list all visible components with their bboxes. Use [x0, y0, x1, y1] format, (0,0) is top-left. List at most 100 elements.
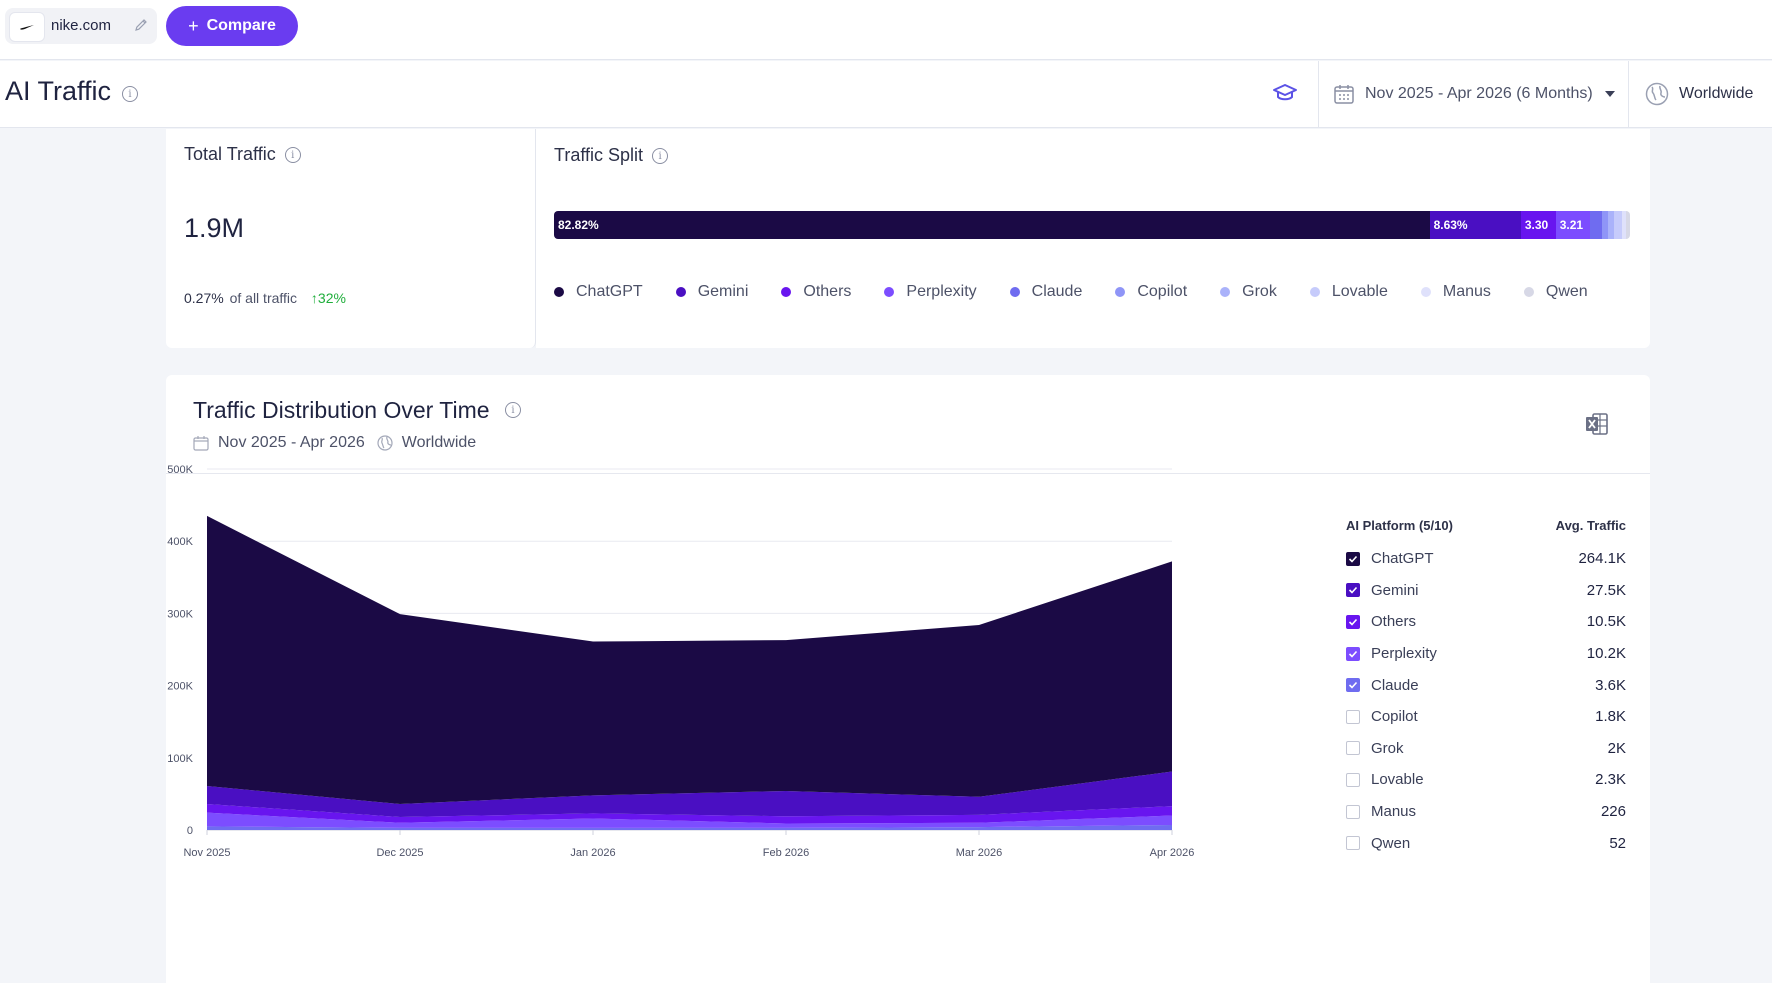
divider: [166, 473, 1650, 474]
platform-name: Others: [1371, 613, 1417, 631]
split-segment-gemini[interactable]: 8.63%: [1429, 211, 1521, 239]
checkbox[interactable]: [1346, 836, 1360, 851]
legend-item-lovable[interactable]: Lovable: [1309, 283, 1388, 301]
legend-dot-icon: [1115, 287, 1126, 297]
date-range-picker[interactable]: Nov 2025 - Apr 2026 (6 Months): [1333, 83, 1615, 105]
platform-name: Grok: [1371, 739, 1404, 757]
period-label: Nov 2025 - Apr 2026: [218, 434, 365, 451]
platform-row-others[interactable]: Others 10.5K: [1346, 606, 1626, 638]
checkbox[interactable]: [1346, 804, 1360, 819]
platform-table: AI Platform (5/10) Avg. Traffic ChatGPT 2…: [1346, 518, 1626, 859]
checkbox[interactable]: [1346, 614, 1360, 629]
info-icon[interactable]: i: [122, 86, 138, 102]
checkbox[interactable]: [1346, 741, 1360, 756]
split-segment-claude[interactable]: [1589, 211, 1602, 239]
platform-name: Lovable: [1371, 771, 1424, 789]
domain-selector[interactable]: nike.com: [5, 8, 157, 44]
platform-avg-traffic: 10.5K: [1586, 613, 1626, 631]
domain-name: nike.com: [51, 17, 112, 34]
legend-item-gemini[interactable]: Gemini: [675, 283, 749, 301]
nike-logo-icon: [9, 12, 45, 42]
split-segment-chatgpt[interactable]: 82.82%: [554, 211, 1430, 239]
legend-label: Copilot: [1137, 283, 1188, 300]
legend-item-manus[interactable]: Manus: [1420, 283, 1491, 301]
area-series-others[interactable]: [207, 804, 1172, 824]
section-meta: Nov 2025 - Apr 2026 Worldwide: [193, 434, 476, 452]
info-icon[interactable]: i: [505, 402, 521, 418]
date-range-label: Nov 2025 - Apr 2026 (6 Months): [1365, 85, 1593, 102]
legend-dot-icon: [554, 287, 564, 297]
legend-label: Grok: [1242, 283, 1277, 300]
platform-avg-traffic: 2K: [1607, 739, 1626, 757]
chevron-down-icon: [1604, 91, 1615, 97]
platform-row-chatgpt[interactable]: ChatGPT 264.1K: [1346, 543, 1626, 575]
checkbox[interactable]: [1346, 772, 1360, 787]
area-series-perplexity[interactable]: [207, 812, 1172, 828]
platform-table-header: AI Platform (5/10) Avg. Traffic: [1346, 518, 1626, 533]
platform-row-claude[interactable]: Claude 3.6K: [1346, 669, 1626, 701]
area-series-claude[interactable]: [207, 824, 1172, 830]
platform-row-lovable[interactable]: Lovable 2.3K: [1346, 764, 1626, 796]
legend-label: ChatGPT: [576, 283, 643, 300]
split-segment-others[interactable]: 3.30: [1520, 211, 1556, 239]
legend-item-grok[interactable]: Grok: [1220, 283, 1277, 301]
legend-item-others[interactable]: Others: [781, 283, 851, 301]
legend-item-perplexity[interactable]: Perplexity: [884, 283, 977, 301]
legend-dot-icon: [781, 287, 792, 297]
compare-button[interactable]: + Compare: [166, 6, 298, 46]
calendar-icon: [1334, 85, 1354, 104]
platform-row-manus[interactable]: Manus 226: [1346, 796, 1626, 828]
x-tick-label: Dec 2025: [376, 847, 423, 859]
traffic-split-label: Traffic Split i: [554, 145, 669, 166]
legend-label: Gemini: [697, 283, 749, 300]
platform-avg-traffic: 1.8K: [1595, 708, 1626, 726]
traffic-area-chart: 0 100K 200K 300K 400K 500K Nov 2025 Dec 2025 Jan…: [167, 464, 1194, 859]
traffic-split-card: Traffic Split i 82.82% 8.63% 3.30 3.21 Chat…: [536, 129, 1650, 348]
checkbox[interactable]: [1346, 551, 1360, 566]
checkbox[interactable]: [1346, 583, 1360, 598]
split-segment-qwen[interactable]: [1626, 211, 1630, 239]
checkbox[interactable]: [1346, 709, 1360, 724]
legend-item-qwen[interactable]: Qwen: [1523, 283, 1588, 301]
x-tick-label: Mar 2026: [956, 847, 1002, 859]
legend-dot-icon: [1309, 287, 1320, 297]
legend-item-copilot[interactable]: Copilot: [1115, 283, 1187, 301]
info-icon[interactable]: i: [284, 147, 301, 164]
graduation-cap-icon[interactable]: [1272, 81, 1298, 105]
platform-avg-traffic: 27.5K: [1586, 581, 1626, 599]
platform-name: ChatGPT: [1371, 550, 1434, 568]
split-segment-manus[interactable]: [1622, 211, 1626, 239]
split-segment-lovable[interactable]: [1614, 211, 1622, 239]
region-selector[interactable]: Worldwide: [1645, 82, 1753, 106]
split-segment-perplexity[interactable]: 3.21: [1555, 211, 1590, 239]
globe-icon: [377, 435, 393, 451]
split-segment-copilot[interactable]: [1601, 211, 1608, 239]
total-traffic-label: Total Traffic i: [184, 144, 301, 165]
platform-row-gemini[interactable]: Gemini 27.5K: [1346, 575, 1626, 607]
traffic-share: 0.27% of all traffic ↑32%: [184, 290, 346, 306]
checkbox[interactable]: [1346, 678, 1360, 693]
legend-item-claude[interactable]: Claude: [1009, 283, 1082, 301]
excel-export-icon[interactable]: [1584, 411, 1610, 437]
area-series-gemini[interactable]: [207, 771, 1172, 818]
platform-row-perplexity[interactable]: Perplexity 10.2K: [1346, 638, 1626, 670]
split-segment-grok[interactable]: [1607, 211, 1615, 239]
platform-row-qwen[interactable]: Qwen 52: [1346, 827, 1626, 859]
platform-row-copilot[interactable]: Copilot 1.8K: [1346, 701, 1626, 733]
legend-label: Qwen: [1545, 283, 1588, 300]
traffic-column-header: Avg. Traffic: [1555, 518, 1626, 533]
globe-icon: [1645, 82, 1669, 106]
platform-row-grok[interactable]: Grok 2K: [1346, 733, 1626, 765]
legend-item-chatgpt[interactable]: ChatGPT: [554, 283, 643, 301]
y-tick-label: 100K: [167, 753, 193, 765]
area-series-chatgpt[interactable]: [207, 515, 1172, 805]
legend-dot-icon: [1009, 287, 1020, 297]
section-title: Traffic Distribution Over Time: [193, 397, 490, 423]
info-icon[interactable]: i: [652, 148, 669, 165]
checkbox[interactable]: [1346, 646, 1360, 661]
y-tick-label: 200K: [167, 681, 193, 693]
growth-value: 32%: [317, 290, 346, 306]
legend-dot-icon: [1220, 287, 1231, 297]
pencil-icon[interactable]: [133, 17, 149, 33]
share-suffix: of all traffic: [229, 290, 298, 306]
